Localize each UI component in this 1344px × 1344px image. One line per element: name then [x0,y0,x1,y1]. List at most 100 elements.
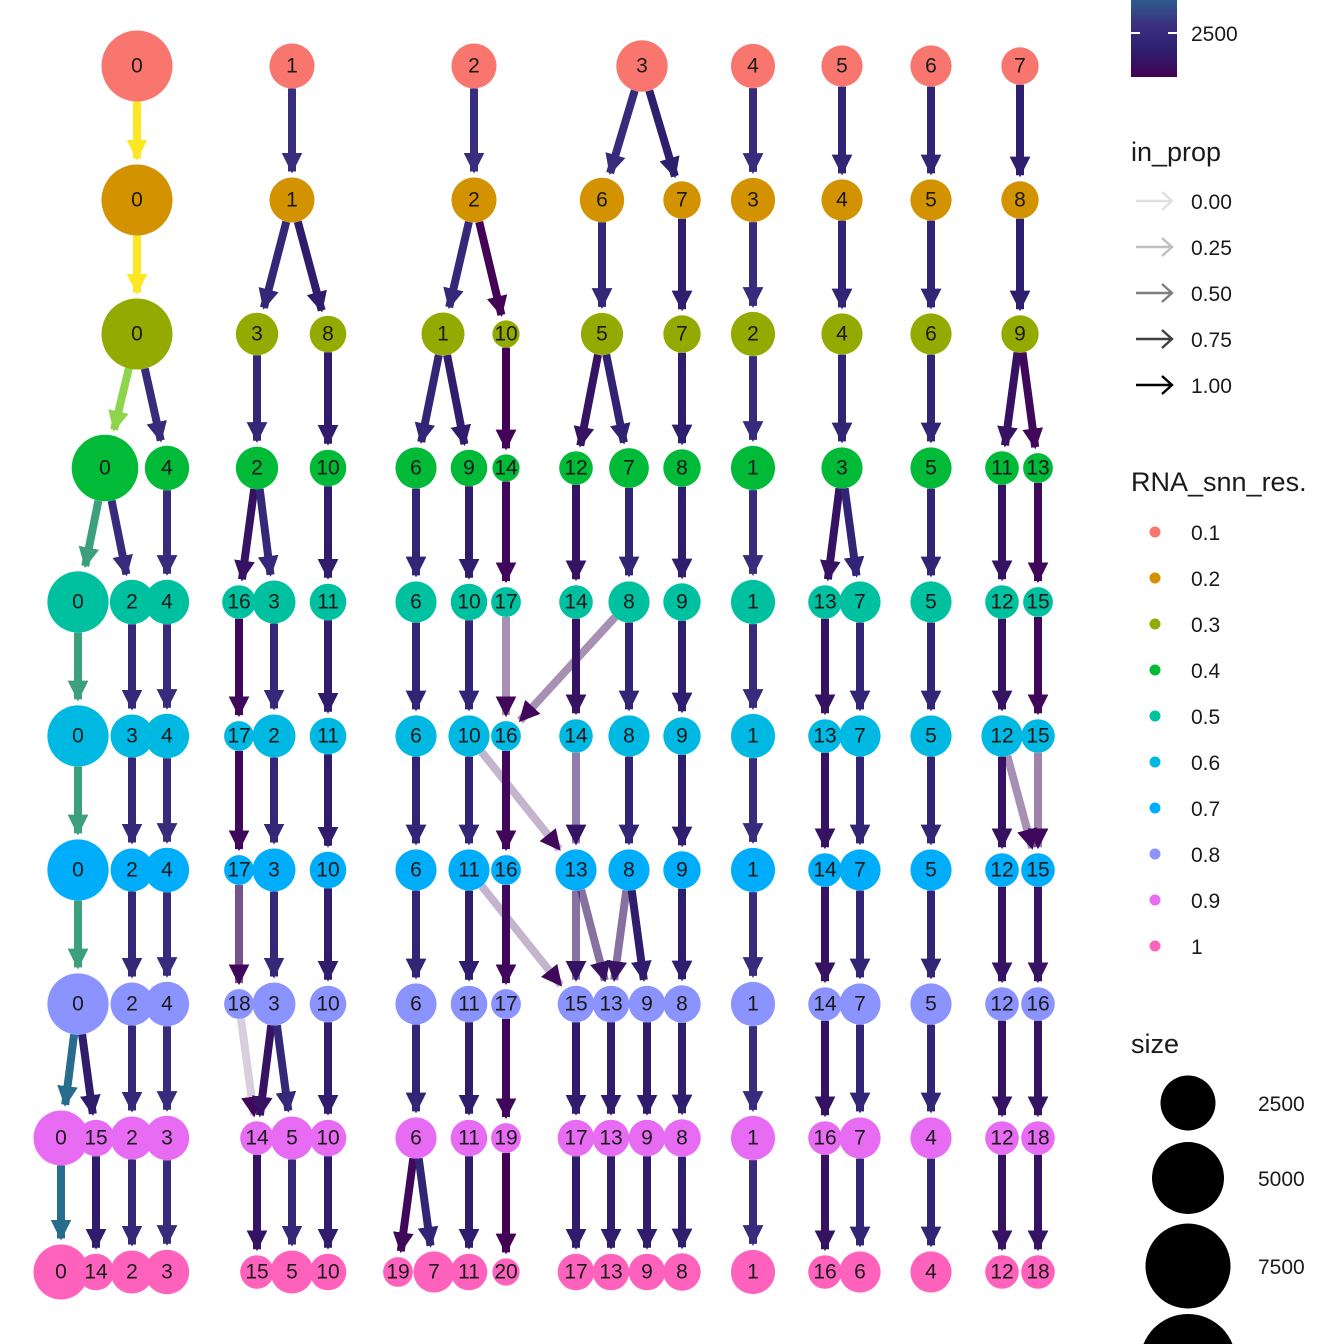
node-res-0.8-cluster-15: 15 [557,985,595,1023]
node-res-0.4-cluster-13: 13 [1023,453,1053,483]
resolution-key-dot [1149,710,1161,722]
node-circle [235,446,279,490]
size-legend-title: size [1131,1029,1179,1059]
node-res-0.1-cluster-6: 6 [910,45,952,87]
node-circle [110,1116,154,1160]
node-circle [309,985,347,1023]
node-label: 1 [286,55,298,78]
edge-0.8-3-to-0.9-14 [251,1024,276,1118]
node-circle [663,717,701,755]
node-circle [110,714,154,758]
node-circle [309,1253,347,1291]
node-res-0.4-cluster-11: 11 [985,451,1019,485]
node-circle [395,849,437,891]
node-label: 1 [747,1127,759,1150]
node-circle [269,177,315,223]
node-res-0.8-cluster-7: 7 [839,983,881,1025]
resolution-key-label: 1 [1191,936,1203,959]
node-res-1-cluster-17: 17 [557,1253,595,1291]
colorbar-tick-label: 2500 [1191,23,1238,46]
edge-0.3-9-to-0.4-11 [997,351,1022,448]
node-res-0.6-cluster-4: 4 [144,713,190,759]
node-circle [222,585,256,619]
node-res-0.5-cluster-12: 12 [985,585,1019,619]
node-res-0.9-cluster-7: 7 [839,1117,881,1159]
node-circle [224,989,254,1019]
node-label: 7 [676,323,688,346]
in-prop-key-label: 0.75 [1191,329,1232,352]
node-res-1-cluster-20: 20 [492,1258,520,1286]
node-circle [663,315,701,353]
node-circle [47,571,109,633]
node-res-0.3-cluster-10: 10 [492,320,520,348]
node-res-0.2-cluster-1: 1 [269,177,315,223]
edge-0.4-2-to-0.5-3 [255,488,279,577]
node-res-0.7-cluster-4: 4 [144,847,190,893]
node-circle [821,179,863,221]
node-label: 4 [836,189,848,212]
node-label: 4 [161,993,173,1016]
node-label: 5 [925,189,937,212]
node-res-0.1-cluster-4: 4 [730,43,776,89]
edge-0.2-2-to-0.3-1 [443,220,473,310]
node-circle [839,1117,881,1159]
node-circle [395,581,437,623]
node-res-0.7-cluster-13: 13 [555,849,597,891]
node-label: 5 [925,993,937,1016]
node-circle [309,583,347,621]
node-res-0.7-cluster-14: 14 [808,853,842,887]
in-prop-key-label: 0.25 [1191,237,1232,260]
resolution-legend: RNA_snn_res. 0.1 0.2 0.3 0.4 0.5 0.6 0.7 0.8 0.9 1 [1131,467,1307,959]
node-circle [309,315,347,353]
node-label: 2 [126,993,138,1016]
node-label: 5 [925,591,937,614]
node-circle [240,1121,274,1155]
node-res-0.9-cluster-3: 3 [144,1115,190,1161]
node-label: 8 [623,591,635,614]
node-label: 6 [410,591,422,614]
node-label: 4 [161,591,173,614]
node-res-0.2-cluster-8: 8 [1001,181,1039,219]
node-circle [839,581,881,623]
node-circle [557,1253,595,1291]
node-label: 11 [317,725,339,748]
edge-0.7-8-to-0.8-13 [606,889,631,982]
node-circle [144,981,190,1027]
node-label: 1 [747,457,759,480]
node-res-0.2-cluster-0: 0 [101,164,173,236]
node-res-0.7-cluster-7: 7 [839,849,881,891]
node-res-0.7-cluster-11: 11 [448,849,490,891]
node-circle [451,43,497,89]
node-res-0.6-cluster-8: 8 [608,715,650,757]
node-circle [383,1257,413,1287]
node-label: 1 [747,859,759,882]
node-res-0.5-cluster-4: 4 [144,579,190,625]
node-label: 15 [84,1127,107,1150]
node-res-0.4-cluster-6: 6 [395,447,437,489]
node-res-0.3-cluster-5: 5 [580,312,624,356]
edge-0.2-2-to-0.3-10 [475,220,508,317]
node-res-1-cluster-19: 19 [383,1257,413,1287]
node-res-0.5-cluster-7: 7 [839,581,881,623]
node-label: 11 [458,993,480,1016]
node-label: 8 [1014,189,1026,212]
node-label: 3 [836,457,848,480]
node-res-0.1-cluster-2: 2 [451,43,497,89]
node-res-0.8-cluster-2: 2 [110,982,154,1026]
node-circle [608,581,650,623]
node-circle [592,985,630,1023]
node-label: 0 [72,725,84,748]
edge-0.2-1-to-0.3-8 [293,220,327,313]
node-label: 3 [747,189,759,212]
in-prop-key-label: 0.00 [1191,191,1232,214]
node-circle [839,715,881,757]
node-circle [730,177,776,223]
node-res-0.7-cluster-17: 17 [224,855,254,885]
node-label: 6 [596,189,608,212]
legend: 2500 in_prop 0.00 0.25 0.50 0.75 1.00 RNA_snn_r… [1131,0,1307,1344]
node-label: 0 [72,591,84,614]
node-label: 17 [227,859,250,882]
node-circle [985,585,1019,619]
edge-0.3-5-to-0.4-7 [602,353,631,445]
node-circle [110,848,154,892]
